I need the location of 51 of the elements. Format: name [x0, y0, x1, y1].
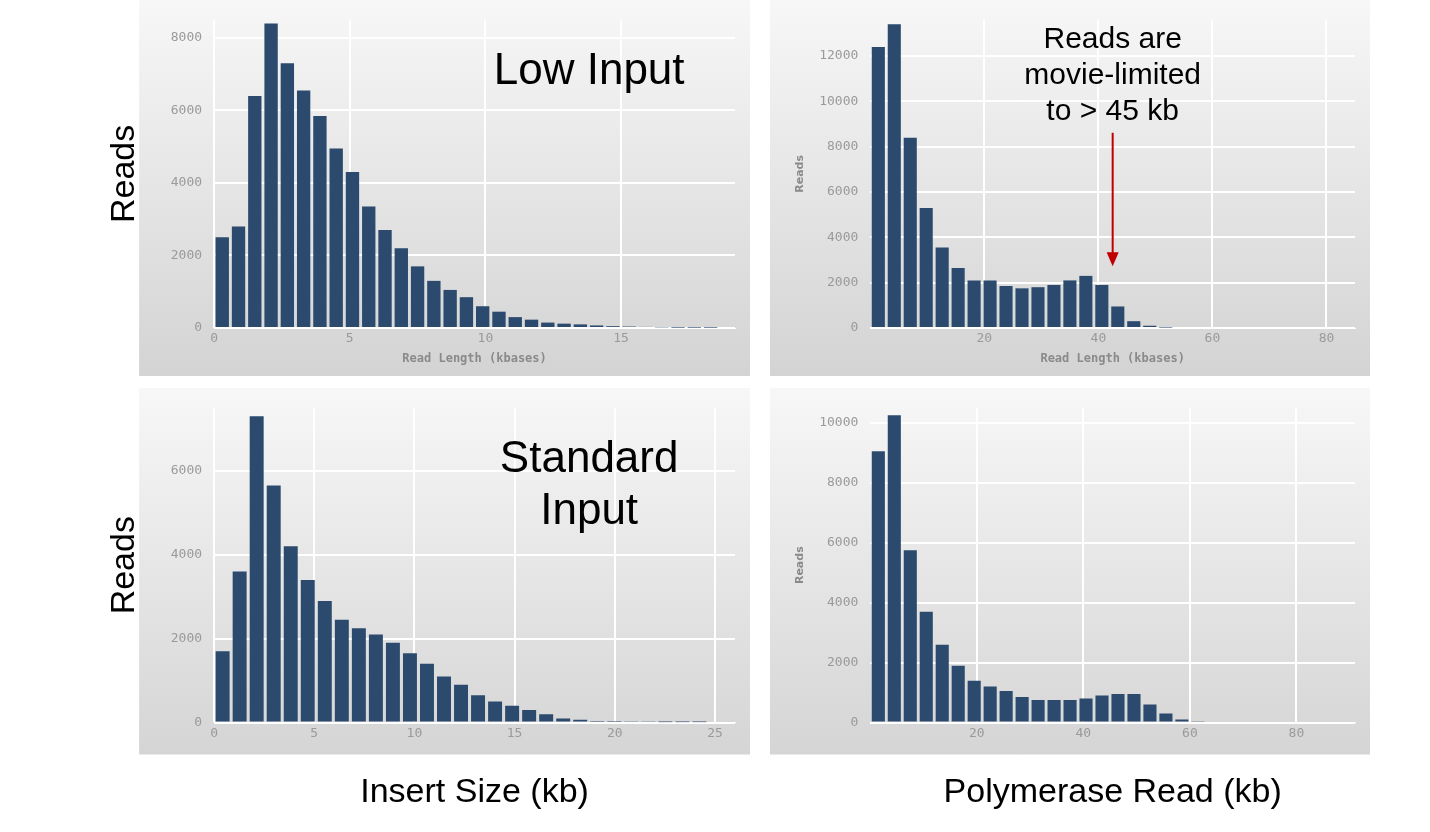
- x-tick-label: 60: [1182, 724, 1198, 740]
- y-axis-title: Reads: [793, 545, 807, 585]
- x-tick-label: 25: [707, 724, 723, 740]
- y-tick-label: 0: [850, 713, 859, 729]
- y-tick-label: 2000: [827, 654, 859, 670]
- x-tick-label: 15: [506, 724, 523, 740]
- x-axis-title: Read Length (kbases): [402, 350, 547, 365]
- x-tick-label: 15: [613, 330, 629, 346]
- x-tick-label: 40: [1075, 724, 1092, 740]
- y-tick-label: 8000: [827, 138, 859, 154]
- y-tick-label: 6000: [827, 183, 859, 199]
- y-tick-label: 2000: [170, 630, 203, 646]
- y-tick-label: 10000: [819, 92, 859, 108]
- y-tick-label: 10000: [819, 414, 859, 430]
- x-axis-title: Insert Size (kb): [360, 770, 589, 809]
- y-tick-label: 8000: [170, 29, 203, 45]
- y-tick-label: 4000: [827, 594, 859, 610]
- y-tick-label: 2000: [827, 274, 859, 290]
- x-tick-label: 10: [406, 724, 423, 740]
- x-tick-label: 10: [477, 330, 494, 346]
- x-tick-label: 40: [1090, 330, 1107, 346]
- y-tick-label: 0: [194, 319, 203, 335]
- y-axis-title: Reads: [102, 516, 141, 615]
- y-tick-label: 8000: [827, 474, 859, 490]
- y-tick-label: 6000: [170, 101, 203, 117]
- x-tick-label: 5: [310, 724, 319, 740]
- x-tick-label: 0: [210, 724, 219, 740]
- y-tick-label: 0: [194, 713, 203, 729]
- y-axis-title: Reads: [102, 124, 141, 224]
- x-tick-label: 5: [345, 330, 354, 346]
- annotation: Low Input: [493, 43, 685, 93]
- y-tick-label: 12000: [819, 47, 859, 63]
- x-axis-title: Read Length (kbases): [1040, 350, 1185, 365]
- y-tick-label: 0: [850, 319, 859, 335]
- x-tick-label: 80: [1318, 330, 1335, 346]
- annotation: Reads are movie-limited to > 45 kb: [1024, 21, 1202, 127]
- x-tick-label: 80: [1288, 724, 1305, 740]
- y-axis-title: Reads: [793, 154, 807, 193]
- x-tick-label: 20: [606, 724, 623, 740]
- x-tick-label: 20: [969, 724, 985, 740]
- y-tick-label: 6000: [170, 462, 203, 478]
- x-tick-label: 60: [1204, 330, 1221, 346]
- x-axis-title: Polymerase Read (kb): [943, 770, 1282, 809]
- y-tick-label: 2000: [170, 246, 203, 262]
- y-tick-label: 4000: [827, 228, 859, 244]
- y-tick-label: 4000: [170, 546, 203, 562]
- annotation: Standard Input: [499, 431, 679, 533]
- y-tick-label: 6000: [827, 534, 859, 550]
- x-tick-label: 0: [210, 330, 219, 346]
- y-tick-label: 4000: [170, 174, 203, 190]
- x-tick-label: 20: [976, 330, 993, 346]
